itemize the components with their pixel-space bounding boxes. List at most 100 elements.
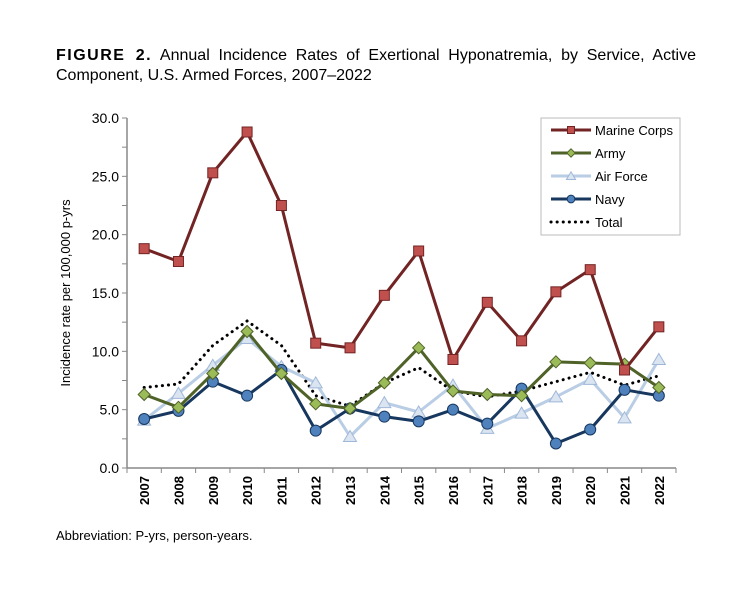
data-point <box>584 264 596 276</box>
data-point <box>308 375 324 389</box>
y-tick-label: 25.0 <box>92 168 119 184</box>
data-point <box>138 243 150 255</box>
data-point <box>516 335 528 347</box>
data-point <box>309 397 323 411</box>
data-point <box>652 380 666 395</box>
x-tick-label: 2014 <box>377 475 392 505</box>
data-point <box>583 356 597 370</box>
data-point <box>171 386 186 399</box>
data-point <box>514 388 529 403</box>
x-tick-label: 2015 <box>412 476 427 505</box>
data-point <box>446 384 460 398</box>
data-point <box>549 437 562 450</box>
legend-label: Navy <box>595 192 625 207</box>
data-point <box>240 324 254 339</box>
legend: Marine Corps Army Air Force Navy Total <box>540 117 681 236</box>
data-point <box>377 376 392 390</box>
figure-title-text: Annual Incidence Rates of Exertional Hyp… <box>56 47 697 84</box>
data-point <box>378 410 391 423</box>
legend-item: Navy <box>551 192 625 207</box>
legend-marker <box>566 194 576 204</box>
x-tick-label: 2021 <box>618 476 633 505</box>
y-axis-label: Incidence rate per 100,000 p-yrs <box>58 199 73 387</box>
x-tick-label: 2019 <box>549 476 564 505</box>
data-point <box>344 342 356 354</box>
data-point <box>274 366 289 381</box>
x-tick-label: 2022 <box>652 476 667 505</box>
legend-label: Total <box>595 215 623 230</box>
series-army <box>137 324 666 416</box>
y-tick-label: 20.0 <box>92 227 119 243</box>
data-point <box>584 423 597 436</box>
y-tick-label: 5.0 <box>100 402 120 418</box>
x-tick-label: 2017 <box>480 476 495 505</box>
data-point <box>241 126 253 138</box>
data-point <box>446 403 459 416</box>
data-point <box>138 413 151 425</box>
x-tick-label: 2011 <box>274 477 289 505</box>
data-point <box>514 406 529 419</box>
legend-item: Army <box>551 146 626 161</box>
data-point <box>481 296 493 308</box>
data-point <box>275 200 287 211</box>
data-point <box>447 354 459 365</box>
x-tick-label: 2007 <box>137 476 152 505</box>
legend-marker <box>566 148 576 158</box>
legend-item: Marine Corps <box>551 123 674 138</box>
x-tick-label: 2018 <box>515 476 530 505</box>
data-point <box>241 389 254 402</box>
data-point <box>171 400 186 415</box>
series-line <box>143 330 660 410</box>
data-point <box>481 417 494 430</box>
legend-label: Air Force <box>595 169 648 184</box>
data-point <box>549 355 563 369</box>
y-tick-label: 10.0 <box>92 343 119 359</box>
footnote: Abbreviation: P-yrs, person-years. <box>56 528 253 543</box>
data-point <box>548 389 564 403</box>
x-tick-label: 2008 <box>171 476 186 505</box>
x-tick-label: 2012 <box>309 476 324 505</box>
data-point <box>651 352 667 365</box>
x-tick-label: 2016 <box>446 476 461 505</box>
series-marine-corps <box>138 126 665 376</box>
y-tick-label: 30.0 <box>92 110 119 126</box>
y-tick-label: 0.0 <box>100 460 120 476</box>
data-point <box>619 364 631 376</box>
data-point <box>343 401 357 416</box>
y-tick-label: 15.0 <box>92 285 119 301</box>
data-point <box>376 395 392 409</box>
data-point <box>137 387 151 402</box>
data-point <box>412 415 425 428</box>
data-point <box>206 366 220 381</box>
data-point <box>411 341 426 355</box>
figure-title: FIGURE 2. Annual Incidence Rates of Exer… <box>56 46 696 86</box>
data-point <box>653 321 665 333</box>
x-tick-label: 2013 <box>343 476 358 505</box>
data-point <box>207 167 219 179</box>
data-point <box>309 424 322 437</box>
x-tick-label: 2009 <box>206 476 221 505</box>
legend-marker <box>567 126 575 134</box>
series-line <box>143 337 661 438</box>
legend-label: Army <box>595 146 626 161</box>
legend-label: Marine Corps <box>595 123 674 138</box>
series-line <box>143 368 660 445</box>
data-point <box>582 372 598 385</box>
x-tick-label: 2010 <box>240 476 255 505</box>
legend-marker <box>565 170 577 180</box>
data-point <box>378 289 390 301</box>
data-point <box>413 245 425 257</box>
data-point <box>617 410 632 424</box>
figure-label: FIGURE 2. <box>56 47 153 64</box>
data-point <box>480 387 494 402</box>
data-point <box>342 429 358 442</box>
data-point <box>172 256 184 267</box>
series-line <box>143 130 661 372</box>
legend-item: Air Force <box>551 169 648 184</box>
x-tick-label: 2020 <box>583 476 598 505</box>
legend-item: Total <box>549 215 623 230</box>
data-point <box>618 383 631 396</box>
data-point <box>310 337 322 349</box>
data-point <box>550 286 562 298</box>
